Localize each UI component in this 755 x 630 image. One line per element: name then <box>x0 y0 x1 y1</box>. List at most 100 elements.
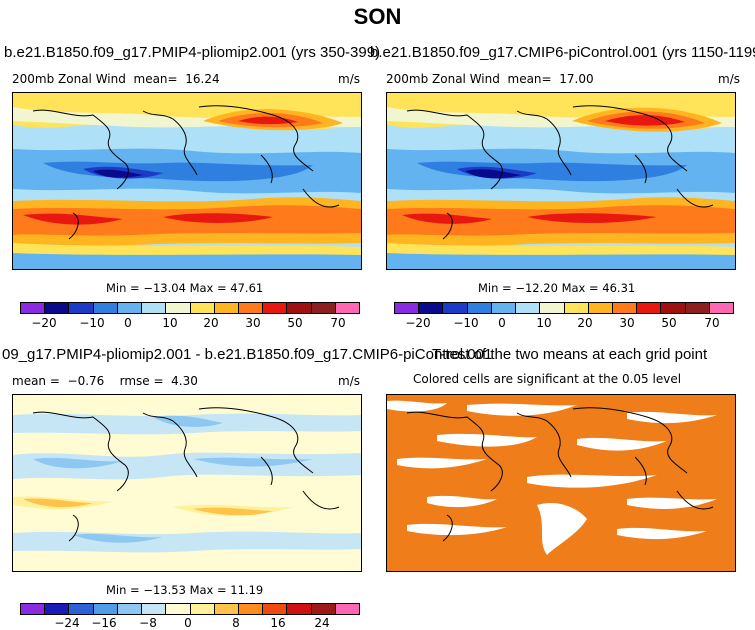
panel2-tick: 10 <box>536 316 552 330</box>
colorbar-swatch <box>117 303 143 313</box>
panel2-tick: 50 <box>661 316 677 330</box>
colorbar-swatch <box>93 303 118 313</box>
panel3-rmse-label: rmse = <box>119 374 164 388</box>
panel1-tick: 0 <box>124 316 132 330</box>
panel1-tick: −20 <box>31 316 57 330</box>
colorbar-swatch <box>166 303 191 313</box>
panel1-field-label: 200mb Zonal Wind mean= 16.24 <box>12 72 220 86</box>
panel3-tick: −24 <box>54 616 80 630</box>
panel3-tick: 8 <box>232 616 240 630</box>
panel3-tick: −8 <box>139 616 157 630</box>
colorbar-swatch <box>142 604 167 614</box>
panel2-mean-label: mean= <box>507 72 552 86</box>
colorbar-swatch <box>311 303 336 313</box>
colorbar-swatch <box>238 303 264 313</box>
panel1-tick: 30 <box>245 316 261 330</box>
panel1-tick: 70 <box>330 316 346 330</box>
colorbar-swatch <box>443 303 468 313</box>
colorbar-swatch <box>214 303 239 313</box>
colorbar-swatch <box>21 303 46 313</box>
panel3-colorbar <box>20 603 360 615</box>
panel2-map <box>386 92 736 270</box>
panel1-map <box>12 92 362 270</box>
colorbar-swatch <box>709 303 734 313</box>
colorbar-swatch <box>93 604 118 614</box>
colorbar-swatch <box>685 303 710 313</box>
panel2-colorbar <box>394 302 734 314</box>
panel1-variable: 200mb Zonal Wind <box>12 72 126 86</box>
panel2-tick: 30 <box>619 316 635 330</box>
colorbar-swatch <box>214 604 239 614</box>
panel3-difference-field <box>13 395 361 571</box>
colorbar-swatch <box>516 303 541 313</box>
panel3-units: m/s <box>338 374 360 388</box>
panel3-minmax: Min = −13.53 Max = 11.19 <box>106 583 264 597</box>
panel4-map <box>386 394 736 572</box>
colorbar-swatch <box>190 604 215 614</box>
panel1-tick: 20 <box>203 316 219 330</box>
panel3-mean-label: mean = <box>12 374 60 388</box>
panel1-title: b.e21.B1850.f09_g17.PMIP4-pliomip2.001 (… <box>4 44 381 61</box>
colorbar-swatch <box>190 303 215 313</box>
colorbar-swatch <box>238 604 264 614</box>
panel2-tick: −20 <box>405 316 431 330</box>
panel2-tick: 70 <box>704 316 720 330</box>
colorbar-swatch <box>263 303 288 313</box>
colorbar-swatch <box>637 303 662 313</box>
colorbar-swatch <box>491 303 517 313</box>
panel2-tick: 0 <box>498 316 506 330</box>
colorbar-swatch <box>467 303 492 313</box>
panel1-mean-label: mean= <box>133 72 178 86</box>
panel1-mean-value: 16.24 <box>185 72 220 86</box>
page-title: SON <box>353 4 402 29</box>
colorbar-swatch <box>395 303 420 313</box>
panel2-tick: −10 <box>453 316 479 330</box>
panel2-variable: 200mb Zonal Wind <box>386 72 500 86</box>
panel3-tick: 0 <box>184 616 192 630</box>
colorbar-swatch <box>166 604 191 614</box>
panel3-tick: −16 <box>91 616 117 630</box>
colorbar-swatch <box>419 303 444 313</box>
panel4-subtitle: Colored cells are significant at the 0.0… <box>413 372 682 386</box>
panel3-mean-value: −0.76 <box>67 374 105 388</box>
colorbar-swatch <box>45 303 70 313</box>
panel1-minmax: Min = −13.04 Max = 47.61 <box>106 281 264 295</box>
panel4-title: T-test of the two means at each grid poi… <box>432 346 708 363</box>
colorbar-swatch <box>335 604 360 614</box>
panel2-mean-value: 17.00 <box>559 72 594 86</box>
panel1-tick: 50 <box>287 316 303 330</box>
colorbar-swatch <box>335 303 360 313</box>
colorbar-swatch <box>117 604 143 614</box>
colorbar-swatch <box>287 303 312 313</box>
panel3-rmse-value: 4.30 <box>171 374 198 388</box>
panel2-tick: 20 <box>577 316 593 330</box>
panel2-wind-field <box>387 93 735 269</box>
panel2-minmax: Min = −12.20 Max = 46.31 <box>478 281 636 295</box>
colorbar-swatch <box>21 604 46 614</box>
colorbar-swatch <box>588 303 613 313</box>
panel3-tick: 16 <box>270 616 286 630</box>
panel3-title: 09_g17.PMIP4-pliomip2.001 - b.e21.B1850.… <box>2 346 493 363</box>
colorbar-swatch <box>69 303 94 313</box>
colorbar-swatch <box>263 604 288 614</box>
panel1-colorbar <box>20 302 360 314</box>
colorbar-swatch <box>45 604 70 614</box>
panel2-units: m/s <box>718 72 740 86</box>
panel1-wind-field <box>13 93 361 269</box>
panel1-units: m/s <box>338 72 360 86</box>
panel4-significance-field <box>387 395 735 571</box>
panel3-tick: 24 <box>314 616 330 630</box>
panel3-map <box>12 394 362 572</box>
colorbar-swatch <box>69 604 94 614</box>
panel2-field-label: 200mb Zonal Wind mean= 17.00 <box>386 72 594 86</box>
colorbar-swatch <box>287 604 312 614</box>
panel2-title: b.e21.B1850.f09_g17.CMIP6-piControl.001 … <box>370 44 755 61</box>
colorbar-swatch <box>661 303 686 313</box>
panel1-tick: −10 <box>79 316 105 330</box>
panel1-tick: 10 <box>162 316 178 330</box>
colorbar-swatch <box>311 604 336 614</box>
colorbar-swatch <box>612 303 638 313</box>
colorbar-swatch <box>540 303 565 313</box>
panel3-field-label: mean = −0.76 rmse = 4.30 <box>12 374 198 388</box>
colorbar-swatch <box>142 303 167 313</box>
